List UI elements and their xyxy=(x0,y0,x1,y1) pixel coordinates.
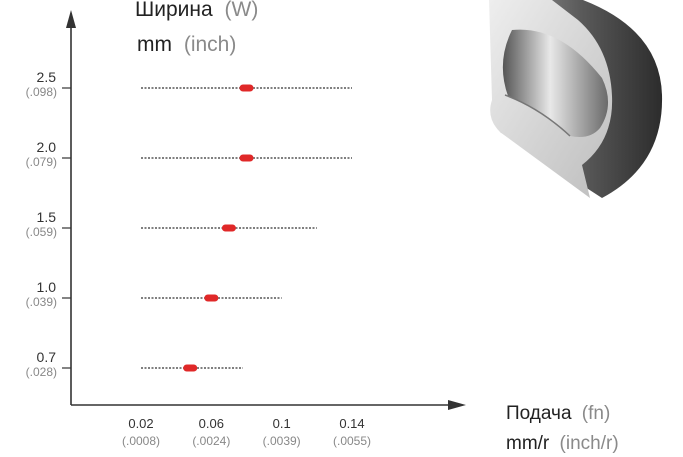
x-unit: mm/r (inch/r) xyxy=(506,433,619,454)
y-title: Ширина (W) xyxy=(135,0,258,21)
x-tick-sublabel: (.0039) xyxy=(263,434,301,448)
x-title-name: Подача xyxy=(506,403,572,424)
y-unit-alt: (inch) xyxy=(184,33,237,56)
grooving-tool-illustration xyxy=(489,0,663,198)
x-title-symbol: (fn) xyxy=(582,403,611,424)
y-tick-sublabel: (.079) xyxy=(26,155,57,169)
x-tick-sublabel: (.0008) xyxy=(122,434,160,448)
recommended-feed-marker xyxy=(239,84,254,92)
recommended-feed-marker xyxy=(183,364,198,372)
y-tick-sublabel: (.059) xyxy=(26,225,57,239)
y-tick-label: 2.0 xyxy=(37,139,57,155)
y-tick-sublabel: (.039) xyxy=(26,295,57,309)
x-axis-arrow xyxy=(448,400,466,410)
y-unit-main: mm xyxy=(137,33,172,56)
chart-marks: 2.5(.098)2.0(.079)1.5(.059)1.0(.039)0.7(… xyxy=(26,69,371,448)
y-unit: mm (inch) xyxy=(137,33,236,56)
y-tick-label: 2.5 xyxy=(37,69,57,85)
y-title-symbol: (W) xyxy=(225,0,259,21)
y-tick-label: 1.5 xyxy=(37,209,57,225)
x-tick-sublabel: (.0024) xyxy=(192,434,230,448)
x-unit-main: mm/r xyxy=(506,433,550,454)
recommended-feed-marker xyxy=(204,294,219,302)
x-tick-label: 0.02 xyxy=(128,416,153,431)
x-tick-label: 0.14 xyxy=(339,416,364,431)
y-tick-sublabel: (.098) xyxy=(26,85,57,99)
x-unit-alt: (inch/r) xyxy=(560,433,619,454)
x-title: Подача (fn) xyxy=(506,403,610,424)
recommended-feed-marker xyxy=(239,154,254,162)
y-tick-label: 1.0 xyxy=(37,279,57,295)
y-axis-arrow xyxy=(66,10,76,28)
y-title-name: Ширина xyxy=(135,0,213,21)
x-tick-label: 0.06 xyxy=(199,416,224,431)
x-tick-label: 0.1 xyxy=(273,416,291,431)
y-tick-sublabel: (.028) xyxy=(26,365,57,379)
y-tick-label: 0.7 xyxy=(37,349,57,365)
recommended-feed-marker xyxy=(221,224,236,232)
x-tick-sublabel: (.0055) xyxy=(333,434,371,448)
